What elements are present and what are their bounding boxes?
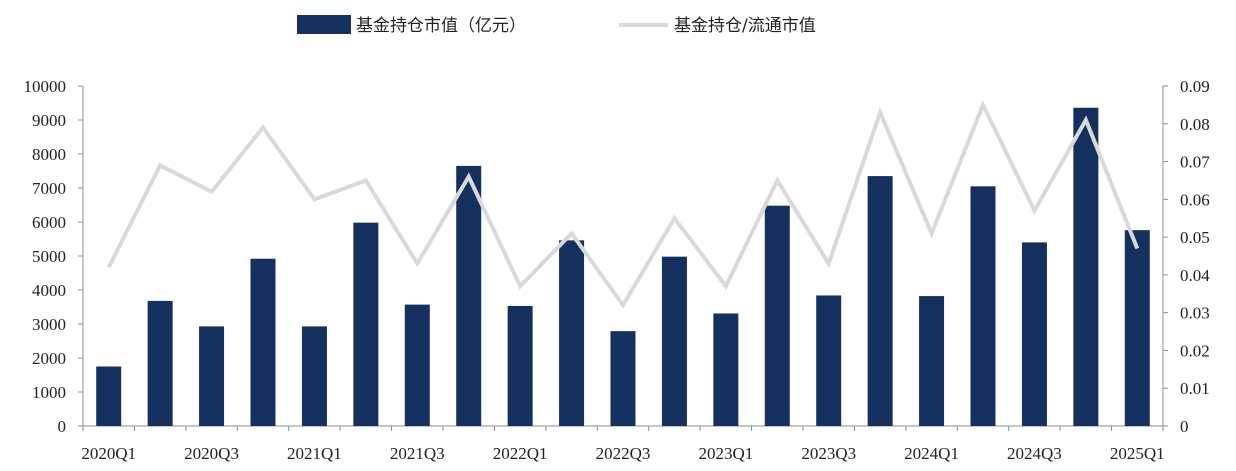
bar-2021Q1 — [301, 326, 327, 426]
left-tick-label: 4000 — [32, 281, 66, 300]
left-tick-label: 5000 — [32, 247, 66, 266]
bar-2024Q4 — [1073, 107, 1099, 426]
right-tick-label: 0.07 — [1180, 153, 1210, 172]
bar-2023Q4 — [867, 176, 893, 426]
legend-bar-label: 基金持仓市值（亿元） — [356, 16, 526, 36]
bar-series — [96, 107, 1150, 426]
bar-2020Q3 — [199, 326, 225, 426]
left-tick-label: 3000 — [32, 315, 66, 334]
x-tick-label: 2024Q1 — [904, 444, 959, 463]
left-tick-label: 10000 — [24, 77, 67, 96]
bar-2021Q3 — [404, 304, 430, 426]
bar-2022Q2 — [559, 240, 585, 426]
x-tick-label: 2021Q3 — [390, 444, 445, 463]
x-tick-label: 2021Q1 — [287, 444, 342, 463]
line-series — [106, 99, 1140, 309]
x-tick-label: 2020Q1 — [81, 444, 136, 463]
x-tick-label: 2022Q3 — [596, 444, 651, 463]
right-tick-label: 0.04 — [1180, 266, 1210, 285]
tick-labels: 0 1000 2000 3000 4000 5000 6000 7000 8000 9000 100… — [24, 77, 1211, 463]
bar-2020Q4 — [250, 258, 276, 426]
right-tick-label: 0.05 — [1180, 228, 1210, 247]
bar-2020Q1 — [96, 366, 122, 426]
x-tick-label: 2022Q1 — [493, 444, 548, 463]
left-tick-label: 9000 — [32, 111, 66, 130]
x-tick-label: 2023Q3 — [801, 444, 856, 463]
bar-2022Q4 — [661, 256, 687, 426]
legend: 基金持仓市值（亿元） 基金持仓/流通市值 — [297, 15, 816, 36]
bar-2022Q1 — [507, 305, 533, 426]
bar-2023Q3 — [816, 295, 842, 426]
right-tick-label: 0.06 — [1180, 190, 1210, 209]
bar-2023Q2 — [764, 205, 790, 426]
left-tick-label: 6000 — [32, 213, 66, 232]
bar-2025Q1 — [1124, 230, 1150, 426]
right-tick-label: 0.08 — [1180, 115, 1210, 134]
legend-bar-swatch — [297, 15, 351, 34]
bar-2021Q2 — [353, 222, 379, 426]
legend-line-label: 基金持仓/流通市值 — [674, 16, 816, 36]
bar-2022Q3 — [610, 331, 636, 426]
left-tick-label: 7000 — [32, 179, 66, 198]
right-tick-label: 0.01 — [1180, 379, 1210, 398]
right-tick-label: 0 — [1180, 417, 1189, 436]
bar-2024Q1 — [919, 296, 945, 426]
bar-2023Q1 — [713, 313, 739, 426]
left-tick-label: 2000 — [32, 349, 66, 368]
bar-2021Q4 — [456, 165, 482, 426]
x-tick-label: 2024Q3 — [1007, 444, 1062, 463]
left-tick-label: 1000 — [32, 383, 66, 402]
right-tick-label: 0.03 — [1180, 304, 1210, 323]
right-tick-label: 0.02 — [1180, 341, 1210, 360]
x-tick-label: 2023Q1 — [698, 444, 753, 463]
left-tick-label: 0 — [58, 417, 67, 436]
x-tick-label: 2025Q1 — [1110, 444, 1165, 463]
x-tick-label: 2020Q3 — [184, 444, 239, 463]
bar-2024Q2 — [970, 186, 996, 426]
left-tick-label: 8000 — [32, 145, 66, 164]
bar-2024Q3 — [1021, 242, 1047, 426]
bar-2020Q2 — [147, 300, 173, 426]
right-tick-label: 0.09 — [1180, 77, 1210, 96]
